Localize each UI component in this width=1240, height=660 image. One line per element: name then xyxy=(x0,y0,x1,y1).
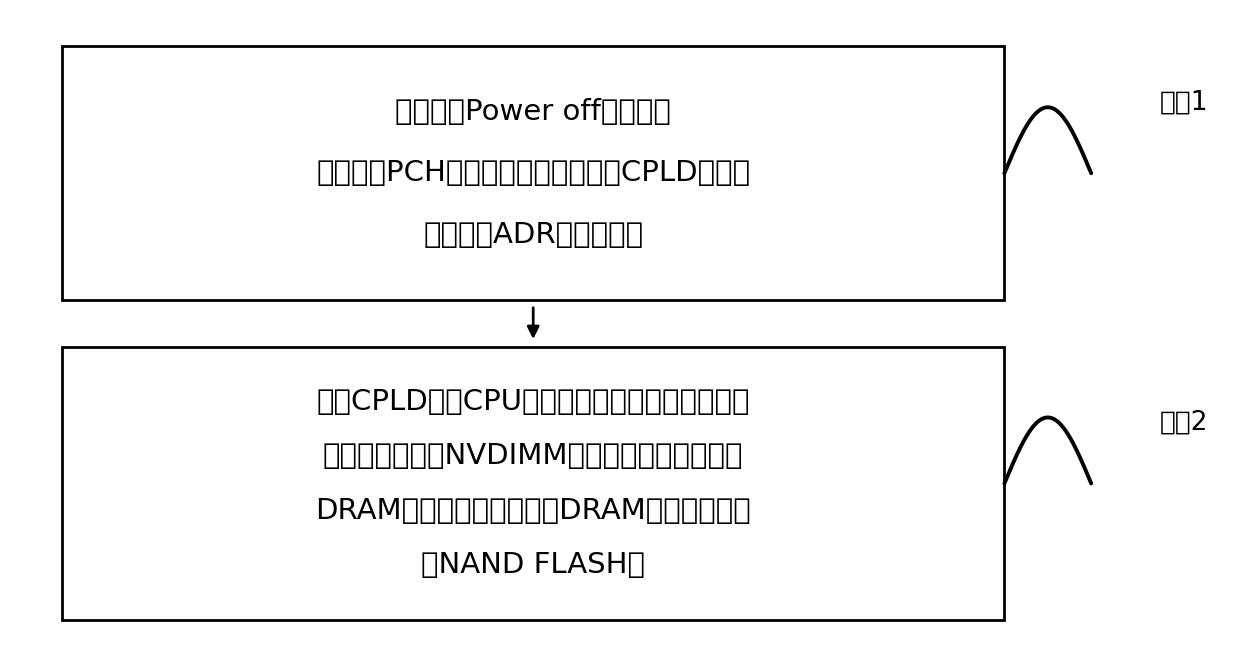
Text: 非易失性内存条NVDIMM的动态随机存取存储器: 非易失性内存条NVDIMM的动态随机存取存储器 xyxy=(322,442,744,471)
Bar xyxy=(62,46,1004,300)
Text: 至NAND FLASH中: 至NAND FLASH中 xyxy=(422,550,645,579)
Text: 通过CPLD控制CPU将内存控制器中的数据刷新到: 通过CPLD控制CPU将内存控制器中的数据刷新到 xyxy=(316,388,750,416)
Text: 步骤1: 步骤1 xyxy=(1159,89,1209,116)
Text: DRAM中，刷新完成后，将DRAM中的数据保存: DRAM中，刷新完成后，将DRAM中的数据保存 xyxy=(315,496,751,525)
Bar xyxy=(62,346,1004,620)
Text: 通过南桥PCH将复杂可编程逻辑器件CPLD的异步: 通过南桥PCH将复杂可编程逻辑器件CPLD的异步 xyxy=(316,159,750,187)
Text: 步骤2: 步骤2 xyxy=(1159,409,1209,436)
Text: 在接收到Power off命令后，: 在接收到Power off命令后， xyxy=(396,98,671,126)
Text: 内存刷新ADR寄存器置位: 内存刷新ADR寄存器置位 xyxy=(423,220,644,249)
